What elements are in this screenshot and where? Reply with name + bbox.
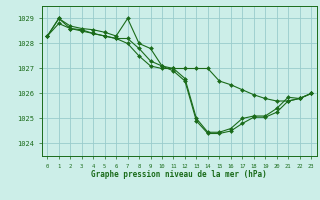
X-axis label: Graphe pression niveau de la mer (hPa): Graphe pression niveau de la mer (hPa) xyxy=(91,170,267,179)
